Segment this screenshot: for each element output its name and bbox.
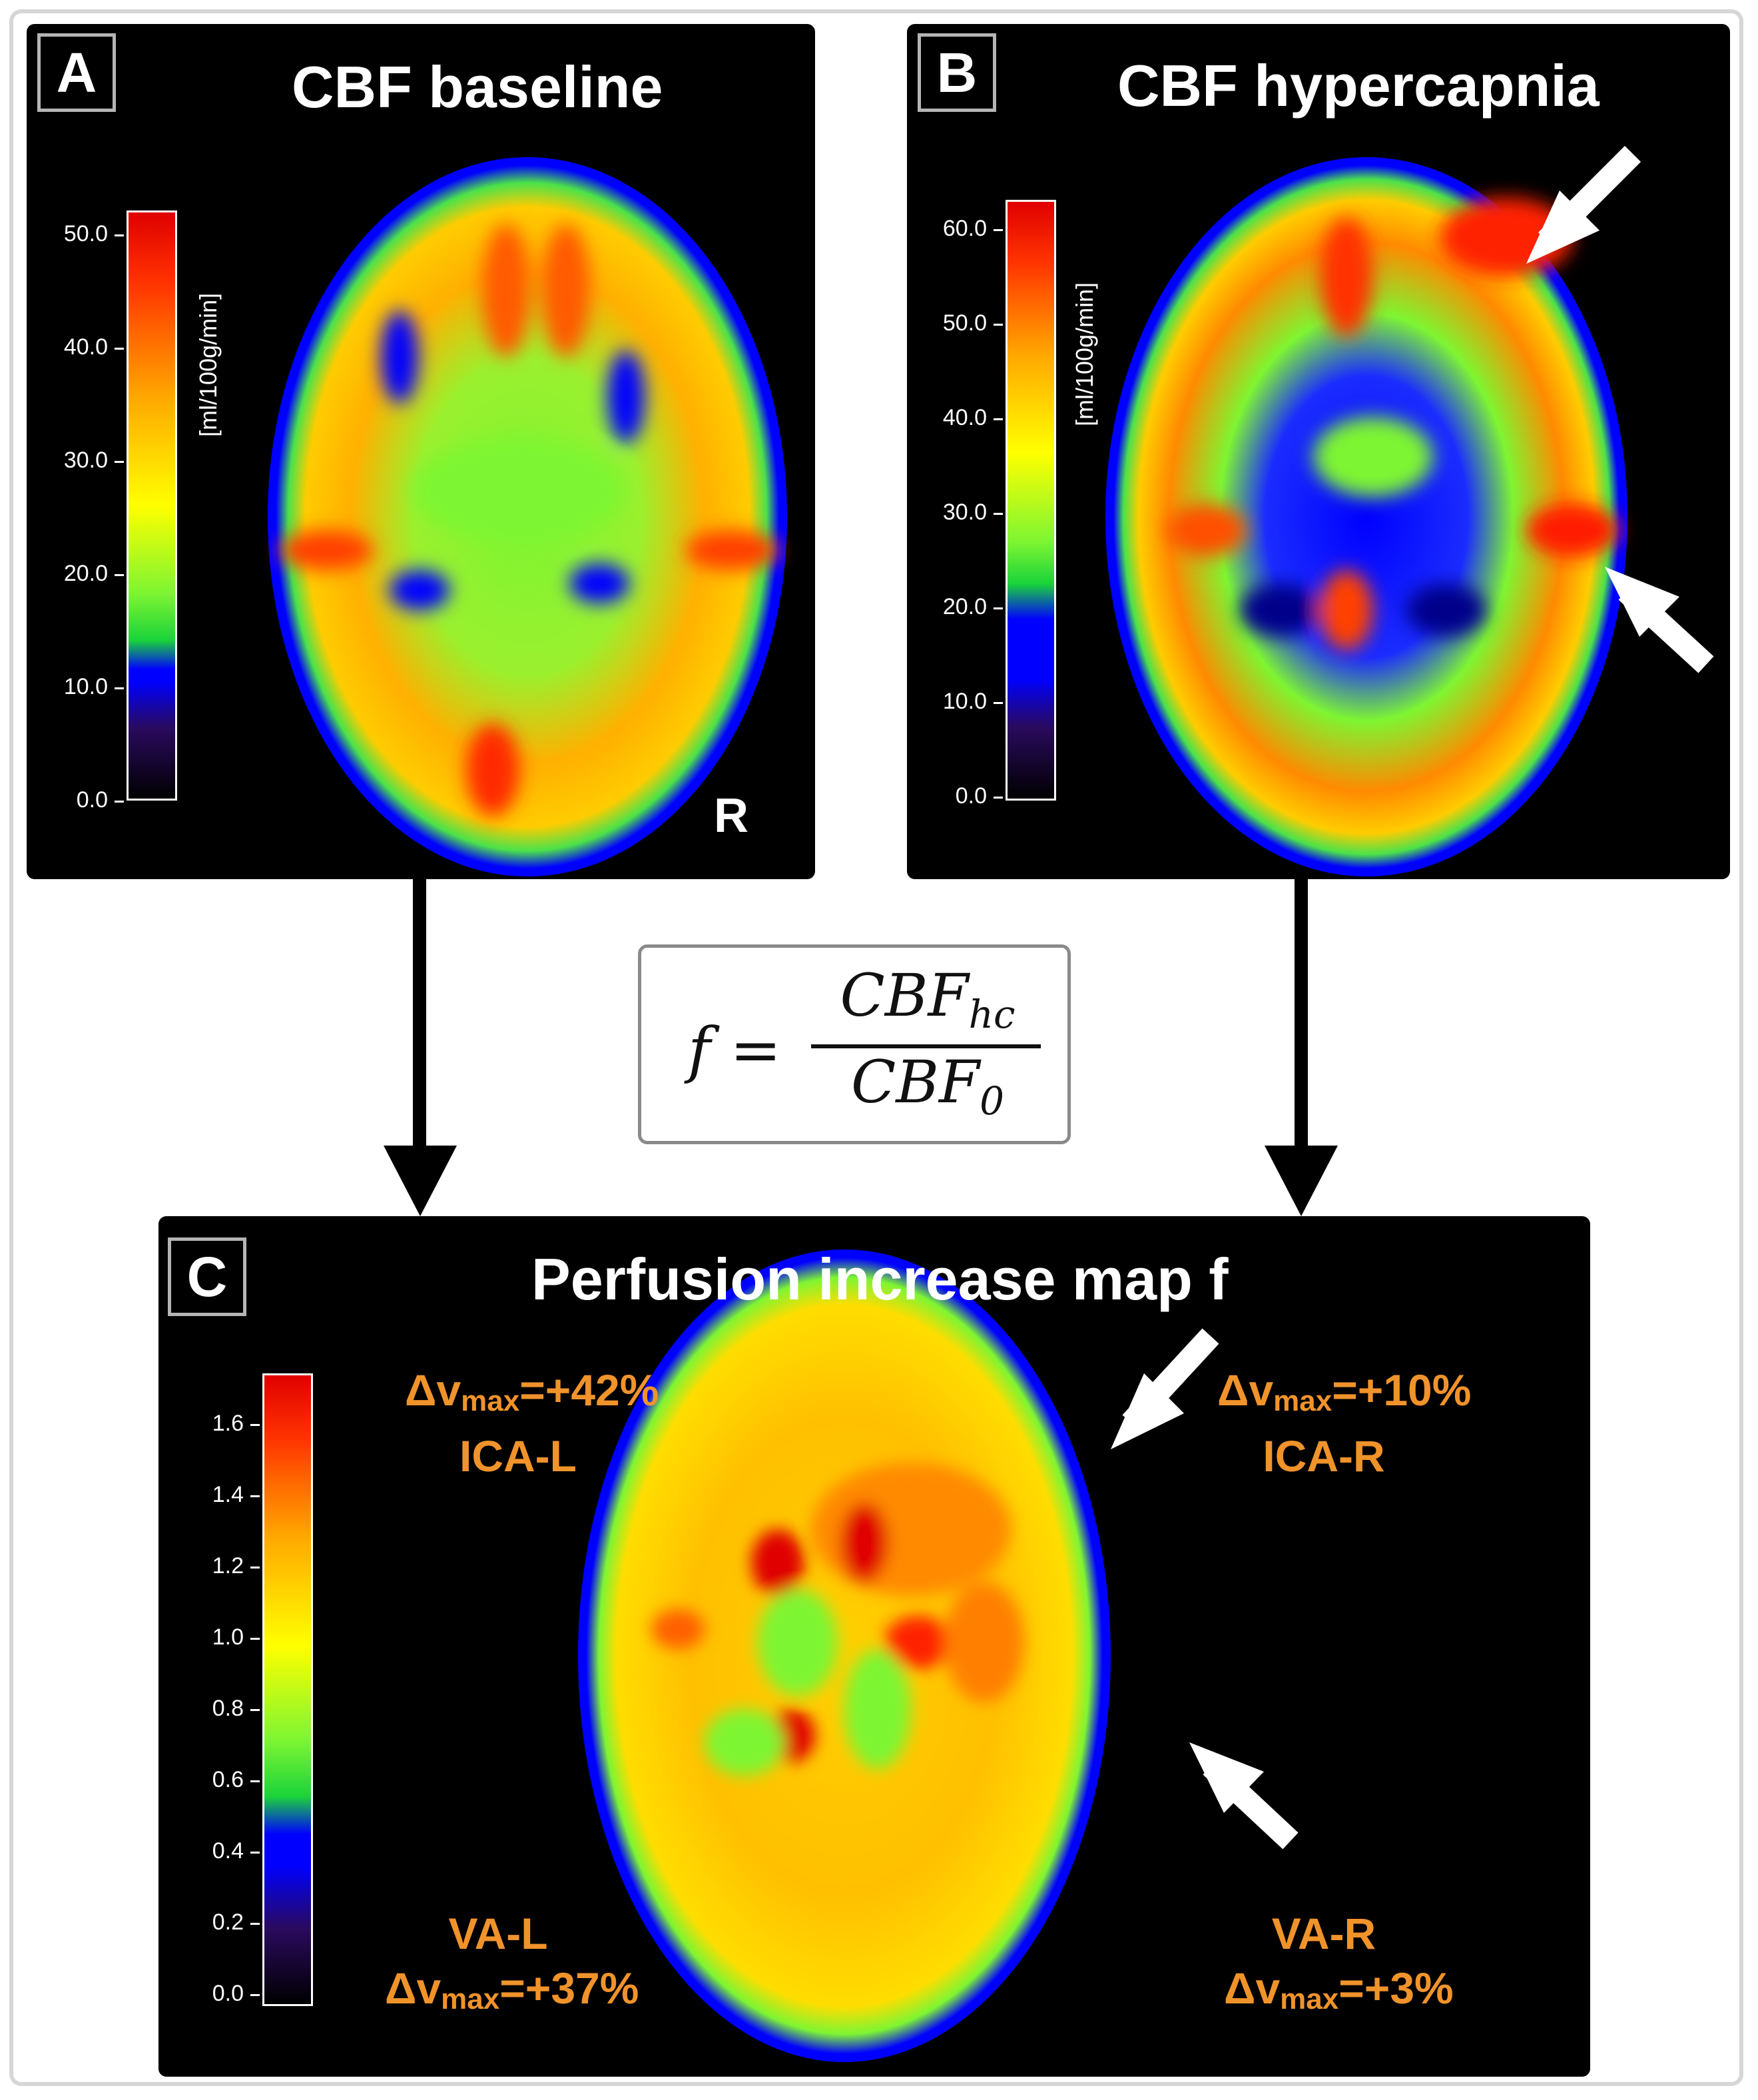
delta-symbol: Δv xyxy=(385,1963,441,2013)
perfusion-ratio-formula: f = CBFhc CBF0 xyxy=(638,944,1071,1144)
formula-lhs: f = xyxy=(688,1014,782,1086)
panel-letter-a: A xyxy=(37,33,116,112)
numerator-subscript: hc xyxy=(968,992,1016,1037)
tick-label: 1.2 xyxy=(170,1553,260,1579)
white-arrow-upper xyxy=(1526,145,1641,264)
arrow-b-to-c-shaft xyxy=(1295,879,1308,1154)
tick-label: 0.2 xyxy=(170,1910,260,1935)
formula-numerator: CBFhc xyxy=(808,961,1047,1037)
tick-label: 1.4 xyxy=(170,1482,260,1508)
tick-label: 0.4 xyxy=(170,1838,260,1864)
panel-b-cbf-hypercapnia: B CBF hypercapnia [ml/100g/min] 60.0 50.… xyxy=(907,24,1730,879)
colorbar-hypercapnia xyxy=(1006,200,1056,801)
numerator-text: CBF xyxy=(840,961,969,1030)
brain-map-perfusion-increase xyxy=(578,1249,1111,2062)
va-r-velocity: Δvmax=+3% xyxy=(1224,1961,1454,2027)
colorbar-perfusion-increase xyxy=(262,1373,313,2006)
delta-symbol: Δv xyxy=(1224,1963,1281,2013)
max-subscript: max xyxy=(1280,1983,1339,2015)
tick-label: 50.0 xyxy=(914,310,1003,336)
colorbar-baseline xyxy=(127,210,177,801)
velocity-change: =+3% xyxy=(1338,1963,1454,2013)
tick-label: 0.6 xyxy=(170,1767,260,1793)
delta-symbol: Δv xyxy=(405,1365,461,1415)
tick-label: 30.0 xyxy=(914,500,1003,525)
white-arrow-upper xyxy=(1111,1328,1219,1449)
max-subscript: max xyxy=(441,1983,500,2015)
tick-label: 10.0 xyxy=(914,689,1003,715)
velocity-change: =+42% xyxy=(519,1365,659,1415)
brain-map-hypercapnia xyxy=(1105,157,1627,876)
ica-r-velocity: Δvmax=+10% xyxy=(1217,1363,1471,1429)
brain-map-baseline xyxy=(268,157,787,876)
colorbar-unit-baseline: [ml/100g/min] xyxy=(194,292,222,437)
fraction-bar xyxy=(811,1044,1041,1048)
tick-label: 40.0 xyxy=(35,334,124,360)
white-arrow-lower xyxy=(1605,567,1714,673)
tick-label: 0.8 xyxy=(170,1696,260,1722)
denominator-subscript: 0 xyxy=(980,1078,1004,1124)
label-va-r: VA-R Δvmax=+3% xyxy=(1224,1906,1454,2027)
tick-label: 10.0 xyxy=(35,674,124,700)
label-ica-r: Δvmax=+10% ICA-R xyxy=(1217,1363,1471,1483)
va-r-name: VA-R xyxy=(1271,1909,1376,1958)
highlight-arrows-c xyxy=(1111,1328,1299,1850)
ica-r-name: ICA-R xyxy=(1263,1431,1385,1481)
tick-label: 20.0 xyxy=(914,594,1003,620)
max-subscript: max xyxy=(461,1385,520,1417)
arrow-b-to-c-head xyxy=(1265,1146,1338,1216)
tick-label: 0.0 xyxy=(170,1981,260,2007)
highlight-arrows-b xyxy=(1526,145,1714,673)
ica-l-name: ICA-L xyxy=(459,1431,577,1481)
tick-label: 30.0 xyxy=(35,448,124,474)
tick-label: 50.0 xyxy=(35,221,124,247)
max-subscript: max xyxy=(1273,1385,1332,1417)
panel-b-title: CBF hypercapnia xyxy=(1117,53,1600,119)
formula-denominator: CBF0 xyxy=(808,1048,1047,1124)
tick-label: 20.0 xyxy=(35,561,124,587)
tick-label: 40.0 xyxy=(914,405,1003,431)
panel-c-title: Perfusion increase map f xyxy=(531,1246,1229,1312)
panel-letter-c: C xyxy=(168,1237,246,1316)
arrow-a-to-c-head xyxy=(384,1146,457,1216)
orientation-label-r: R xyxy=(714,789,748,843)
tick-label: 0.0 xyxy=(35,787,124,813)
label-va-l: VA-L Δvmax=+37% xyxy=(385,1906,639,2027)
ica-l-velocity: Δvmax=+42% xyxy=(405,1363,659,1429)
tick-label: 0.0 xyxy=(914,783,1003,809)
figure-frame xyxy=(9,9,1743,2086)
velocity-change: =+37% xyxy=(499,1963,639,2013)
delta-symbol: Δv xyxy=(1217,1365,1274,1415)
white-arrow-lower xyxy=(1189,1742,1299,1850)
panel-a-title: CBF baseline xyxy=(292,54,663,120)
panel-letter-b: B xyxy=(918,33,996,112)
denominator-text: CBF xyxy=(851,1048,980,1116)
arrow-a-to-c-shaft xyxy=(413,879,426,1154)
panel-c-perfusion-increase: C Perfusion increase map f 1.6 1.4 1.2 1… xyxy=(158,1216,1590,2077)
va-l-name: VA-L xyxy=(448,1909,548,1958)
panel-a-cbf-baseline: A CBF baseline [ml/100g/min] 50.0 40.0 3… xyxy=(27,24,815,879)
velocity-change: =+10% xyxy=(1332,1365,1472,1415)
tick-label: 1.0 xyxy=(170,1624,260,1650)
label-ica-l: Δvmax=+42% ICA-L xyxy=(405,1363,659,1483)
va-l-velocity: Δvmax=+37% xyxy=(385,1961,639,2027)
tick-label: 60.0 xyxy=(914,216,1003,242)
tick-label: 1.6 xyxy=(170,1411,260,1437)
